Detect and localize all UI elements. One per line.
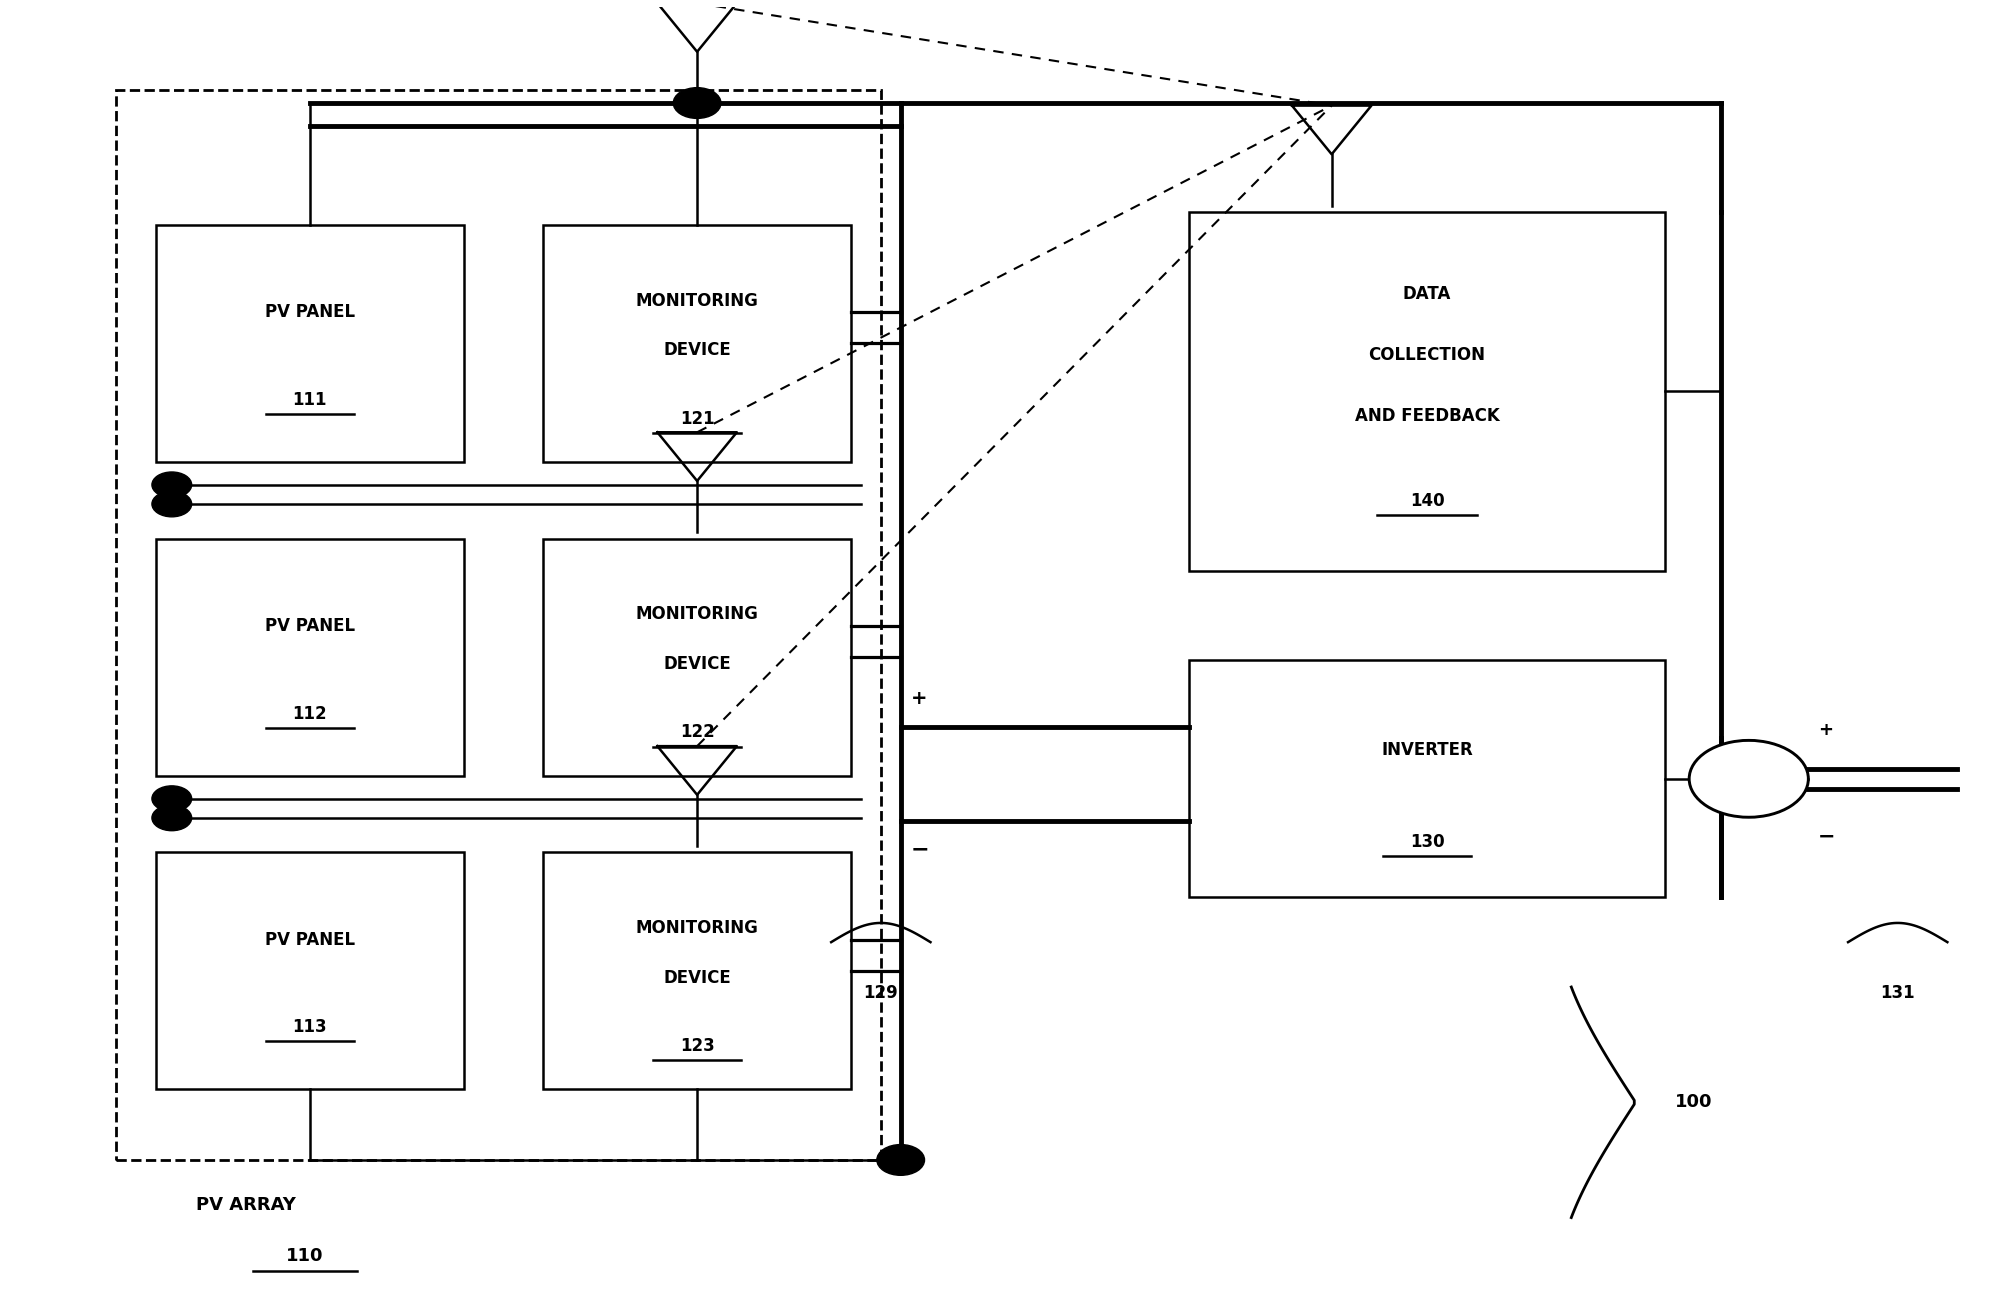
Bar bbox=[544, 539, 852, 776]
Bar bbox=[156, 225, 464, 462]
Circle shape bbox=[152, 471, 192, 497]
Text: PV PANEL: PV PANEL bbox=[264, 618, 354, 636]
Text: −: − bbox=[910, 839, 930, 860]
Text: MONITORING: MONITORING bbox=[636, 919, 758, 938]
Text: 140: 140 bbox=[1410, 492, 1444, 510]
Bar bbox=[156, 852, 464, 1089]
Text: 113: 113 bbox=[292, 1018, 328, 1036]
Circle shape bbox=[152, 491, 192, 517]
Text: +: + bbox=[910, 689, 928, 708]
Text: 112: 112 bbox=[292, 704, 328, 723]
Text: 100: 100 bbox=[1676, 1093, 1712, 1111]
Bar bbox=[156, 539, 464, 776]
Bar bbox=[544, 225, 852, 462]
Circle shape bbox=[674, 88, 720, 118]
Bar bbox=[1188, 212, 1666, 571]
Text: COLLECTION: COLLECTION bbox=[1368, 346, 1486, 364]
Text: DEVICE: DEVICE bbox=[664, 342, 730, 359]
Bar bbox=[116, 91, 880, 1160]
Circle shape bbox=[876, 1145, 924, 1176]
Bar bbox=[544, 852, 852, 1089]
Text: PV PANEL: PV PANEL bbox=[264, 303, 354, 321]
Text: DEVICE: DEVICE bbox=[664, 655, 730, 673]
Text: AND FEEDBACK: AND FEEDBACK bbox=[1354, 408, 1500, 425]
Text: 122: 122 bbox=[680, 724, 714, 742]
Circle shape bbox=[1690, 741, 1808, 817]
Text: MONITORING: MONITORING bbox=[636, 291, 758, 310]
Text: 111: 111 bbox=[292, 391, 328, 409]
Text: PV ARRAY: PV ARRAY bbox=[196, 1195, 296, 1213]
Bar bbox=[1188, 660, 1666, 897]
Text: 123: 123 bbox=[680, 1037, 714, 1055]
Text: +: + bbox=[1818, 721, 1834, 739]
Text: MONITORING: MONITORING bbox=[636, 606, 758, 623]
Circle shape bbox=[152, 786, 192, 812]
Text: −: − bbox=[1818, 826, 1836, 847]
Circle shape bbox=[152, 805, 192, 830]
Text: INVERTER: INVERTER bbox=[1382, 741, 1472, 759]
Text: 130: 130 bbox=[1410, 833, 1444, 851]
Text: DEVICE: DEVICE bbox=[664, 969, 730, 987]
Text: 110: 110 bbox=[286, 1247, 324, 1265]
Text: 121: 121 bbox=[680, 409, 714, 427]
Text: 129: 129 bbox=[864, 984, 898, 1002]
Text: 131: 131 bbox=[1880, 984, 1916, 1002]
Text: DATA: DATA bbox=[1402, 285, 1452, 303]
Text: PV PANEL: PV PANEL bbox=[264, 931, 354, 949]
